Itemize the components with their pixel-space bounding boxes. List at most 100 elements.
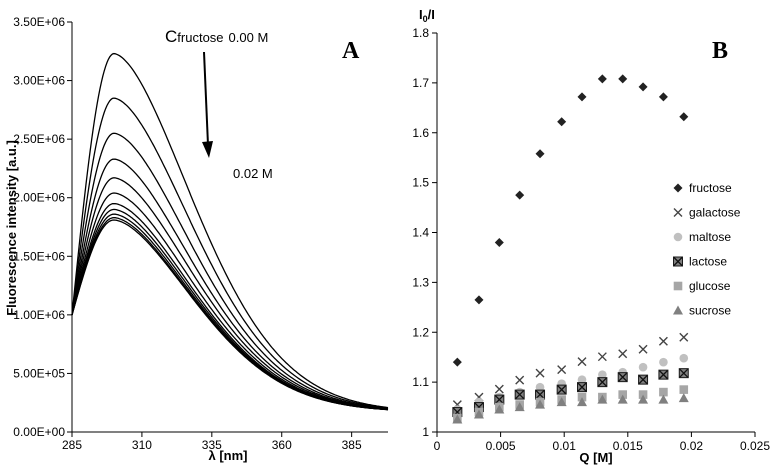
spectrum-curve-6 — [71, 192, 389, 410]
panel-a-y-tick-label: 3.00E+06 — [13, 74, 65, 88]
lactose-point — [597, 377, 608, 388]
galactose-point — [577, 357, 587, 367]
sucrose-point — [535, 399, 546, 409]
arrow-head — [202, 141, 213, 158]
sucrose-point — [514, 402, 525, 412]
galactose-point — [618, 349, 628, 359]
spectrum-curve-1 — [71, 52, 389, 409]
panel-b-y-tick-label: 1.6 — [412, 126, 429, 140]
sucrose-point — [556, 397, 567, 407]
panel-b-chart: 1 1.1 1.2 1.3 1.4 1.5 1.6 1.7 1.8 0 0.005 0.01 0.01… — [412, 7, 770, 465]
lactose-point — [494, 394, 505, 405]
series-glucose — [453, 385, 689, 423]
sucrose-point — [638, 394, 649, 404]
glucose-point — [679, 385, 689, 394]
series-maltose — [453, 353, 689, 414]
sucrose-point — [617, 394, 628, 404]
galactose-point — [638, 344, 648, 354]
panel-a-x-tick-label: 385 — [342, 438, 362, 452]
panel-b-x-tick-label: 0.02 — [680, 439, 704, 453]
panel-b-y-tick-label: 1.4 — [412, 226, 429, 240]
sucrose-point — [658, 394, 669, 404]
panel-b-y-tick-label: 1 — [422, 425, 429, 439]
lactose-point — [658, 369, 669, 380]
panel-a-x-tick-label: 310 — [132, 438, 152, 452]
maltose-point — [659, 357, 668, 367]
panel-b-y-tick-label: 1.2 — [412, 325, 429, 339]
galactose-point — [679, 332, 689, 342]
panel-b-x-ticks: 0 0.005 0.01 0.015 0.02 0.025 — [434, 432, 770, 453]
spectrum-curve-4 — [71, 158, 389, 410]
panel-a-y-tick-label: 2.50E+06 — [13, 132, 65, 146]
fructose-point — [638, 82, 648, 92]
panel-a-label: A — [342, 38, 360, 64]
decrease-arrow — [203, 51, 209, 146]
galactose-point — [515, 375, 525, 385]
panel-b-y-tick-label: 1.8 — [412, 26, 429, 40]
legend-label-fructose: fructose — [689, 181, 732, 195]
panel-b-x-tick-label: 0.025 — [740, 439, 770, 453]
lactose-point — [556, 384, 567, 395]
legend-marker-sucrose — [673, 305, 683, 315]
spectrum-curve-11 — [71, 219, 389, 411]
panel-a-x-tick-label: 360 — [272, 438, 292, 452]
galactose-point — [494, 384, 504, 394]
maltose-point — [598, 370, 607, 379]
lactose-point — [678, 368, 689, 379]
galactose-point — [557, 365, 567, 375]
fructose-point — [618, 74, 628, 84]
panel-b-y-tick-label: 1.7 — [412, 76, 429, 90]
panel-a-x-ticks: 285 310 335 360 385 — [62, 432, 362, 452]
legend-marker-lactose — [673, 256, 683, 267]
legend-label-galactose: galactose — [689, 206, 741, 220]
panel-b-y-axis-label: I0/I — [419, 7, 435, 24]
panel-a-y-ticks: 0.00E+00 5.00E+05 1.00E+06 1.50E+06 2.00E+06… — [13, 15, 72, 439]
panel-b-x-axis-label: Q [M] — [579, 450, 612, 465]
galactose-point — [658, 336, 668, 346]
panel-a-x-axis-label: λ [nm] — [209, 448, 248, 463]
spectrum-curve-3 — [71, 132, 389, 410]
spectrum-curve-2 — [71, 97, 389, 409]
sucrose-point — [473, 409, 484, 419]
fructose-point — [577, 92, 587, 102]
panel-b-legend: fructose galactose maltose lactose glucose su… — [673, 181, 741, 318]
spectrum-curve-5 — [71, 177, 389, 410]
fructose-point — [515, 190, 525, 200]
panel-b-x-tick-label: 0.01 — [553, 439, 577, 453]
galactose-point — [535, 368, 545, 378]
panel-a-chart: 0.00E+00 5.00E+05 1.00E+06 1.50E+06 2.00E+06… — [4, 15, 389, 463]
legend-label-lactose: lactose — [689, 255, 727, 269]
legend-label-sucrose: sucrose — [689, 304, 731, 318]
panel-a-y-tick-label: 3.50E+06 — [13, 15, 65, 29]
lactose-point — [535, 389, 546, 400]
legend-label-maltose: maltose — [689, 230, 731, 244]
panel-b-x-tick-label: 0.015 — [613, 439, 643, 453]
series-sucrose — [452, 393, 689, 424]
spectrum-curve-10 — [71, 216, 389, 411]
fructose-point — [474, 295, 484, 305]
panel-a-y-tick-label: 1.50E+06 — [13, 249, 65, 263]
panel-b-points — [452, 74, 689, 424]
legend-label-glucose: glucose — [689, 279, 731, 293]
panel-b-y-tick-label: 1.3 — [412, 275, 429, 289]
fructose-point — [679, 112, 689, 122]
fructose-point — [494, 237, 504, 247]
panel-b-y-ticks: 1 1.1 1.2 1.3 1.4 1.5 1.6 1.7 1.8 — [412, 26, 437, 439]
series-lactose — [452, 368, 689, 418]
maltose-point — [535, 382, 545, 392]
panel-a-y-tick-label: 5.00E+05 — [13, 366, 65, 380]
panel-b-label: B — [712, 38, 728, 64]
sucrose-point — [678, 393, 689, 403]
lactose-point — [577, 382, 588, 393]
sucrose-point — [577, 397, 588, 407]
fructose-point — [597, 74, 607, 84]
fructose-point — [452, 357, 462, 367]
panel-a-y-axis-label: Fluorescence intensity [a.u.] — [4, 140, 19, 316]
panel-b-y-tick-label: 1.5 — [412, 176, 429, 190]
galactose-point — [597, 352, 607, 362]
sucrose-point — [494, 404, 505, 414]
spectrum-curve-8 — [71, 208, 389, 411]
legend-marker-galactose — [673, 208, 683, 217]
glucose-point — [659, 387, 668, 397]
